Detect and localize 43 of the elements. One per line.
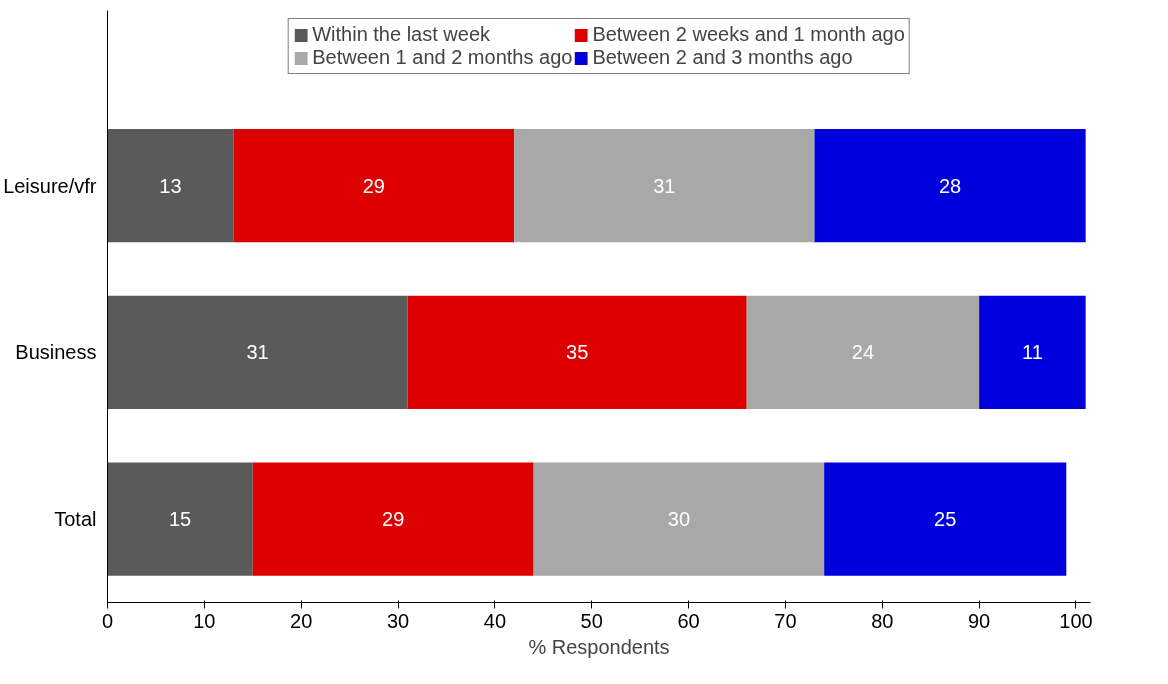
data-label: 11 — [1022, 341, 1043, 364]
y-tick-label: Total — [54, 508, 97, 531]
data-label: 28 — [938, 174, 962, 197]
x-tick-label: 30 — [386, 609, 410, 632]
x-tick-label: 100 — [1059, 609, 1093, 632]
bar — [107, 295, 408, 410]
x-axis-title: % Respondents — [528, 635, 670, 658]
bar — [233, 128, 515, 243]
x-tick-label: 0 — [101, 609, 114, 632]
x-tick-label: 50 — [580, 609, 603, 632]
bar — [814, 128, 1086, 243]
x-tick-label: 60 — [677, 609, 700, 632]
data-label: 25 — [934, 508, 957, 531]
data-label: 13 — [159, 174, 182, 197]
data-label: 31 — [653, 174, 676, 197]
x-tick-label: 20 — [290, 609, 313, 632]
x-tick-label: 80 — [871, 609, 894, 632]
bar — [407, 295, 747, 410]
bar — [107, 462, 253, 576]
bar — [824, 462, 1067, 576]
data-label: 15 — [169, 508, 192, 531]
legend-label: Between 1 and 2 months ago — [312, 46, 573, 69]
bar — [979, 295, 1086, 410]
bar — [533, 462, 825, 576]
bar — [514, 128, 815, 243]
bar — [746, 295, 980, 410]
data-label: 24 — [851, 341, 875, 364]
legend-label: Within the last week — [312, 23, 491, 46]
bar — [107, 128, 234, 243]
data-label: 30 — [667, 508, 691, 531]
legend-label: Between 2 weeks and 1 month ago — [592, 23, 905, 46]
y-tick-label: Business — [15, 341, 97, 364]
x-tick-label: 40 — [483, 609, 507, 632]
bar — [252, 462, 534, 576]
legend-label: Between 2 and 3 months ago — [592, 46, 853, 69]
data-label: 35 — [566, 341, 589, 364]
y-tick-label: Leisure/vfr — [3, 174, 97, 197]
x-tick-label: 70 — [774, 609, 797, 632]
x-tick-label: 90 — [968, 609, 991, 632]
data-label: 31 — [246, 341, 269, 364]
x-tick-label: 10 — [193, 609, 216, 632]
data-label: 29 — [362, 174, 385, 197]
data-label: 29 — [382, 508, 405, 531]
